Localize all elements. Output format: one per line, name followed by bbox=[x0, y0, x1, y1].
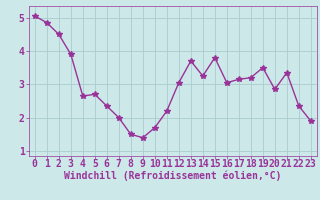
X-axis label: Windchill (Refroidissement éolien,°C): Windchill (Refroidissement éolien,°C) bbox=[64, 170, 282, 181]
